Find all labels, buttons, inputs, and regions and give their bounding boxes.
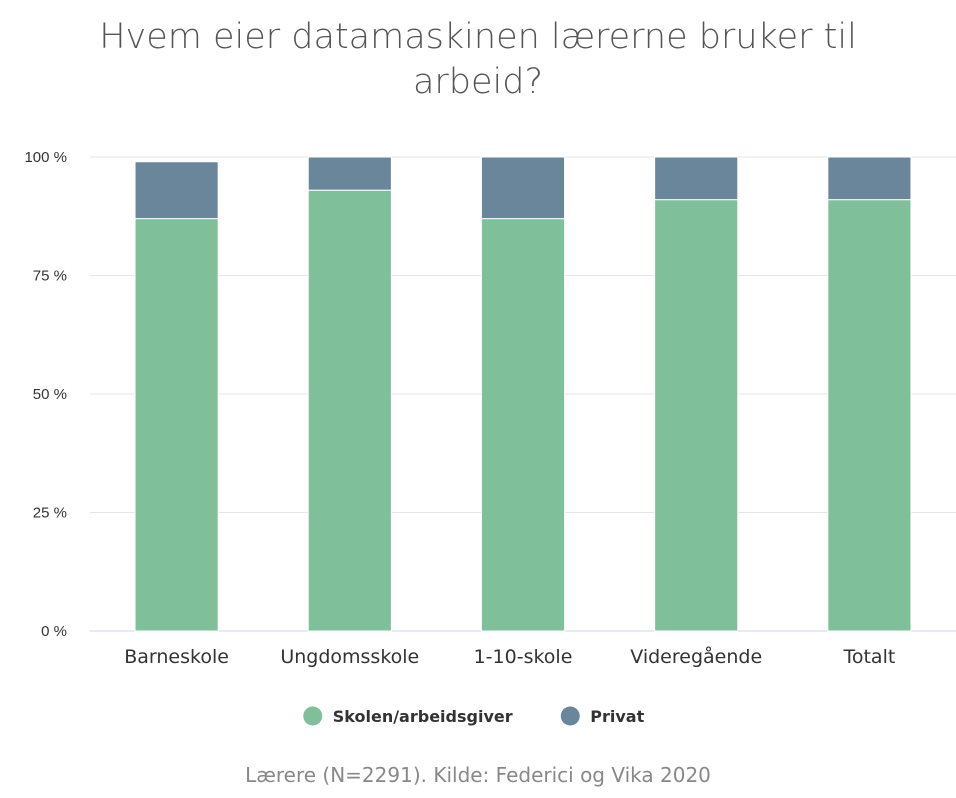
bar-segment — [654, 156, 739, 201]
bar-segment — [307, 189, 392, 632]
x-category-label: Barneskole — [124, 646, 229, 668]
legend-label: Privat — [590, 707, 644, 726]
chart-title-line-1: Hvem eier datamaskinen lærerne bruker ti… — [99, 17, 857, 57]
x-category-label: 1-10-skole — [474, 646, 573, 668]
x-axis-labels: Barneskole Ungdomsskole 1-10-skole Videregå… — [124, 645, 895, 668]
x-category-label: Videregående — [630, 645, 762, 668]
x-category-label: Ungdomsskole — [280, 646, 419, 668]
y-tick-label: 25 % — [33, 505, 67, 522]
bar-segment — [480, 218, 566, 632]
legend: Skolen/arbeidsgiver Privat — [303, 706, 645, 727]
bar-segment — [307, 156, 392, 191]
legend-marker-icon — [560, 706, 580, 726]
y-tick-label: 75 % — [33, 268, 67, 285]
bar-segment — [480, 156, 566, 220]
y-tick-label: 0 % — [41, 623, 67, 640]
bars — [134, 156, 912, 632]
y-tick-label: 100 % — [24, 149, 67, 166]
bar-segment — [134, 161, 219, 220]
bar-segment — [654, 199, 739, 632]
chart-caption: Lærere (N=2291). Kilde: Federici og Vika… — [245, 763, 711, 787]
legend-item[interactable]: Skolen/arbeidsgiver — [303, 706, 513, 727]
legend-marker-icon — [303, 706, 323, 726]
chart-title-line-2: arbeid? — [413, 62, 543, 102]
bar-segment — [827, 156, 912, 201]
x-category-label: Totalt — [842, 646, 895, 668]
y-tick-label: 50 % — [33, 386, 67, 403]
bar-segment — [827, 199, 912, 632]
legend-label: Skolen/arbeidsgiver — [333, 707, 513, 726]
bar-segment — [134, 218, 219, 632]
legend-item[interactable]: Privat — [560, 706, 645, 727]
y-axis-ticks: 0 % 25 % 50 % 75 % 100 % — [24, 149, 67, 640]
